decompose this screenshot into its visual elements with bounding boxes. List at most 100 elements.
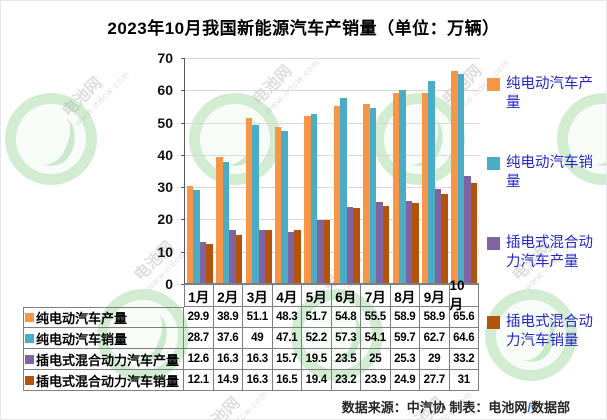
y-axis-tick-label: 60 (157, 82, 173, 99)
legend-swatch-icon (487, 315, 500, 329)
y-axis-tick-mark (181, 90, 185, 92)
y-axis-tick-mark (181, 251, 185, 253)
legend: 纯电动汽车产量 纯电动汽车销量 插电式混合动力汽车产量 插电式混合动力汽车销量 (487, 75, 605, 392)
table-value-cell: 48.3 (272, 307, 302, 328)
y-axis-tick-label: 50 (157, 114, 173, 131)
table-value-cell: 59.7 (390, 328, 420, 349)
table-value-cell: 15.7 (272, 349, 302, 370)
table-value-cell: 58.9 (420, 307, 450, 328)
bar (363, 103, 370, 283)
gridline (185, 122, 479, 124)
bar (252, 124, 259, 283)
y-axis-tick-label: 20 (157, 211, 173, 228)
bar (294, 229, 301, 283)
bar (229, 230, 236, 283)
table-series-label: 纯电动汽车产量 (23, 307, 184, 328)
table-month-header: 10月 (449, 278, 479, 312)
bar (405, 201, 413, 283)
bar (245, 118, 253, 283)
table-value-cell: 16.3 (243, 370, 273, 391)
legend-swatch-icon (487, 157, 500, 171)
table-value-cell: 25.3 (390, 349, 420, 370)
gridline (185, 154, 479, 156)
y-axis-tick-mark (181, 187, 185, 189)
y-axis-tick-mark (181, 58, 185, 59)
table-value-cell: 51.7 (302, 307, 332, 328)
legend-label: 插电式混合动力汽车产量 (506, 234, 593, 270)
table-month-header: 7月 (361, 284, 391, 307)
table-value-cell: 47.1 (272, 328, 302, 349)
bar-group-1月 (185, 58, 214, 283)
gridline (185, 58, 479, 59)
legend-label: 纯电动汽车产量 (506, 76, 593, 112)
y-axis-tick-mark (181, 122, 185, 124)
table-value-cell: 58.9 (390, 307, 420, 328)
bar (222, 161, 230, 283)
table-month-header: 6月 (331, 284, 361, 307)
table-value-cell: 54.8 (331, 307, 361, 328)
bar (310, 114, 318, 283)
maker-label: 制表：电池网 (445, 400, 528, 415)
table-value-cell: 38.9 (213, 307, 243, 328)
y-axis-tick-label: 70 (157, 50, 173, 66)
series-swatch-icon (25, 313, 34, 322)
table-value-cell: 27.7 (420, 370, 450, 391)
bar-group-4月 (273, 58, 302, 283)
bar (441, 193, 448, 283)
bar (464, 175, 471, 283)
y-axis-tick-label: 40 (157, 146, 173, 163)
table-value-cell: 19.5 (302, 349, 332, 370)
bar (369, 108, 377, 283)
bar-group-7月 (361, 58, 390, 283)
bar (376, 202, 383, 283)
table-value-cell: 33.2 (449, 349, 479, 370)
series-swatch-icon (25, 375, 34, 385)
bar (434, 189, 442, 283)
bar (206, 243, 213, 283)
table-value-cell: 62.7 (420, 328, 450, 349)
bar (346, 207, 354, 283)
bar (193, 190, 200, 283)
gridline (185, 251, 479, 253)
bar (457, 74, 465, 283)
source-label: 数据来源：中汽协 (341, 400, 446, 415)
table-series-label: 纯电动汽车销量 (23, 328, 184, 349)
bar (287, 232, 295, 283)
bar (451, 71, 458, 283)
table-value-cell: 16.5 (272, 370, 302, 391)
bar-group-8月 (391, 58, 420, 283)
bar (317, 220, 324, 283)
bar (304, 116, 311, 283)
bar-group-5月 (303, 58, 332, 283)
bar (216, 157, 223, 283)
table-month-header: 8月 (390, 284, 420, 307)
legend-label: 纯电动汽车销量 (506, 155, 593, 191)
y-axis-tick-label: 30 (157, 179, 173, 196)
bar-group-3月 (244, 58, 273, 283)
table-value-cell: 37.6 (213, 328, 243, 349)
table-value-cell: 51.1 (243, 307, 273, 328)
table-month-header: 2月 (213, 284, 243, 307)
bar (274, 127, 282, 283)
legend-item: 纯电动汽车销量 (487, 154, 605, 192)
bar (399, 90, 406, 283)
bar (340, 98, 347, 283)
series-name: 插电式混合动力汽车产量 (36, 352, 180, 368)
table-value-cell: 23.2 (331, 370, 361, 391)
table-value-cell: 12.1 (184, 370, 214, 391)
bar (281, 130, 288, 283)
bar-group-9月 (420, 58, 449, 283)
bar-series-container (185, 58, 479, 283)
bar (333, 106, 341, 283)
legend-item: 纯电动汽车产量 (487, 75, 605, 113)
series-swatch-icon (25, 354, 34, 364)
series-name: 纯电动汽车产量 (36, 311, 128, 326)
series-name: 插电式混合动力汽车销量 (36, 373, 180, 389)
table-month-header: 5月 (302, 284, 332, 307)
series-name: 纯电动汽车销量 (36, 331, 128, 347)
chart-title: 2023年10月我国新能源汽车产销量（单位：万辆） (107, 19, 500, 38)
table-value-cell: 31 (449, 370, 479, 391)
bar (412, 202, 419, 283)
table-value-cell: 24.9 (390, 370, 420, 391)
